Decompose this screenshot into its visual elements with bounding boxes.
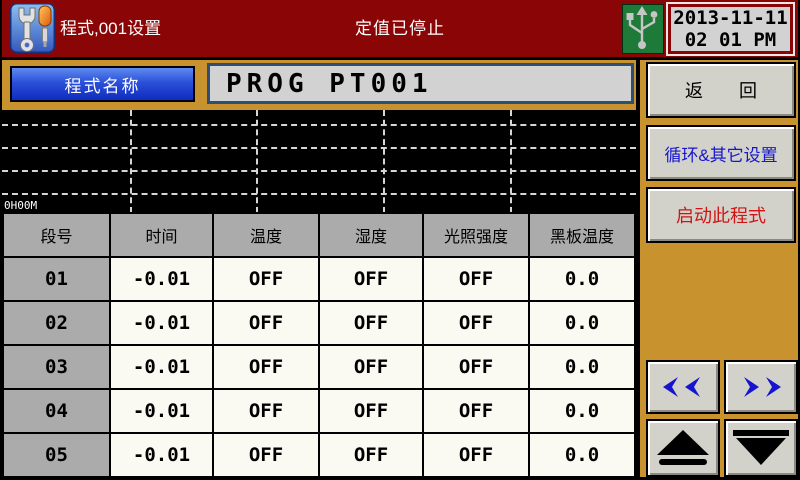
chart-gridline-h	[2, 170, 636, 172]
scroll-down-button[interactable]	[724, 419, 798, 477]
light-cell[interactable]: OFF	[424, 258, 528, 300]
temperature-cell[interactable]: OFF	[214, 434, 318, 476]
col-header-temperature: 温度	[214, 214, 318, 256]
light-cell[interactable]: OFF	[424, 434, 528, 476]
temperature-cell[interactable]: OFF	[214, 390, 318, 432]
time-cell[interactable]: -0.01	[111, 434, 212, 476]
double-chevron-left-icon	[663, 377, 700, 397]
blackpanel-cell[interactable]: 0.0	[530, 258, 634, 300]
humidity-cell[interactable]: OFF	[320, 434, 422, 476]
program-name-button[interactable]: 程式名称	[10, 66, 195, 102]
profile-chart: 0H00M	[2, 110, 636, 213]
chart-gridline-h	[2, 193, 636, 195]
chart-gridline-h	[2, 124, 636, 126]
chart-gridline-h	[2, 147, 636, 149]
chart-gridline-v	[383, 110, 385, 213]
segment-number-cell: 03	[4, 346, 109, 388]
datetime-display: 2013-11-11 02 01 PM	[666, 2, 795, 56]
cycle-settings-button[interactable]: 循环&其它设置	[646, 125, 796, 181]
time-cell[interactable]: -0.01	[111, 346, 212, 388]
page-title: 程式,001设置	[60, 19, 162, 38]
chart-gridline-v	[510, 110, 512, 213]
start-program-button[interactable]: 启动此程式	[646, 187, 796, 243]
temperature-cell[interactable]: OFF	[214, 258, 318, 300]
chart-gridline-v	[256, 110, 258, 213]
humidity-cell[interactable]: OFF	[320, 390, 422, 432]
back-button[interactable]: 返 回	[646, 62, 796, 118]
time-cell[interactable]: -0.01	[111, 258, 212, 300]
blackpanel-cell[interactable]: 0.0	[530, 390, 634, 432]
usb-icon	[622, 4, 664, 54]
col-header-segment: 段号	[4, 214, 109, 256]
humidity-cell[interactable]: OFF	[320, 258, 422, 300]
title-bar: 程式,001设置 定值已停止 2013-11-11 02 01 PM	[2, 0, 798, 60]
humidity-cell[interactable]: OFF	[320, 302, 422, 344]
scroll-up-button[interactable]	[646, 419, 720, 477]
time-text: 02 01 PM	[684, 29, 777, 51]
segment-number-cell: 05	[4, 434, 109, 476]
blackpanel-cell[interactable]: 0.0	[530, 434, 634, 476]
sidebar: 返 回 循环&其它设置 启动此程式	[636, 60, 798, 477]
light-cell[interactable]: OFF	[424, 346, 528, 388]
blackpanel-cell[interactable]: 0.0	[530, 346, 634, 388]
col-header-blackpanel: 黑板温度	[530, 214, 634, 256]
page-next-button[interactable]	[724, 360, 798, 414]
date-text: 2013-11-11	[673, 7, 788, 29]
light-cell[interactable]: OFF	[424, 302, 528, 344]
col-header-time: 时间	[111, 214, 212, 256]
triangle-up-icon	[657, 430, 709, 465]
blackpanel-cell[interactable]: 0.0	[530, 302, 634, 344]
humidity-cell[interactable]: OFF	[320, 346, 422, 388]
segment-number-cell: 01	[4, 258, 109, 300]
time-cell[interactable]: -0.01	[111, 390, 212, 432]
tools-icon	[10, 3, 55, 53]
page-previous-button[interactable]	[646, 360, 720, 414]
chart-time-label: 0H00M	[4, 199, 38, 212]
time-cell[interactable]: -0.01	[111, 302, 212, 344]
segment-number-cell: 04	[4, 390, 109, 432]
col-header-humidity: 湿度	[320, 214, 422, 256]
segment-table: 段号 时间 温度 湿度 光照强度 黑板温度 01 -0.01 OFF OFF O…	[2, 212, 636, 477]
temperature-cell[interactable]: OFF	[214, 302, 318, 344]
chart-gridline-v	[130, 110, 132, 213]
double-chevron-right-icon	[744, 377, 781, 397]
triangle-down-icon	[733, 430, 789, 465]
program-name-field[interactable]: PROG PT001	[207, 63, 634, 104]
light-cell[interactable]: OFF	[424, 390, 528, 432]
col-header-light: 光照强度	[424, 214, 528, 256]
temperature-cell[interactable]: OFF	[214, 346, 318, 388]
segment-number-cell: 02	[4, 302, 109, 344]
run-status-text: 定值已停止	[355, 19, 445, 38]
